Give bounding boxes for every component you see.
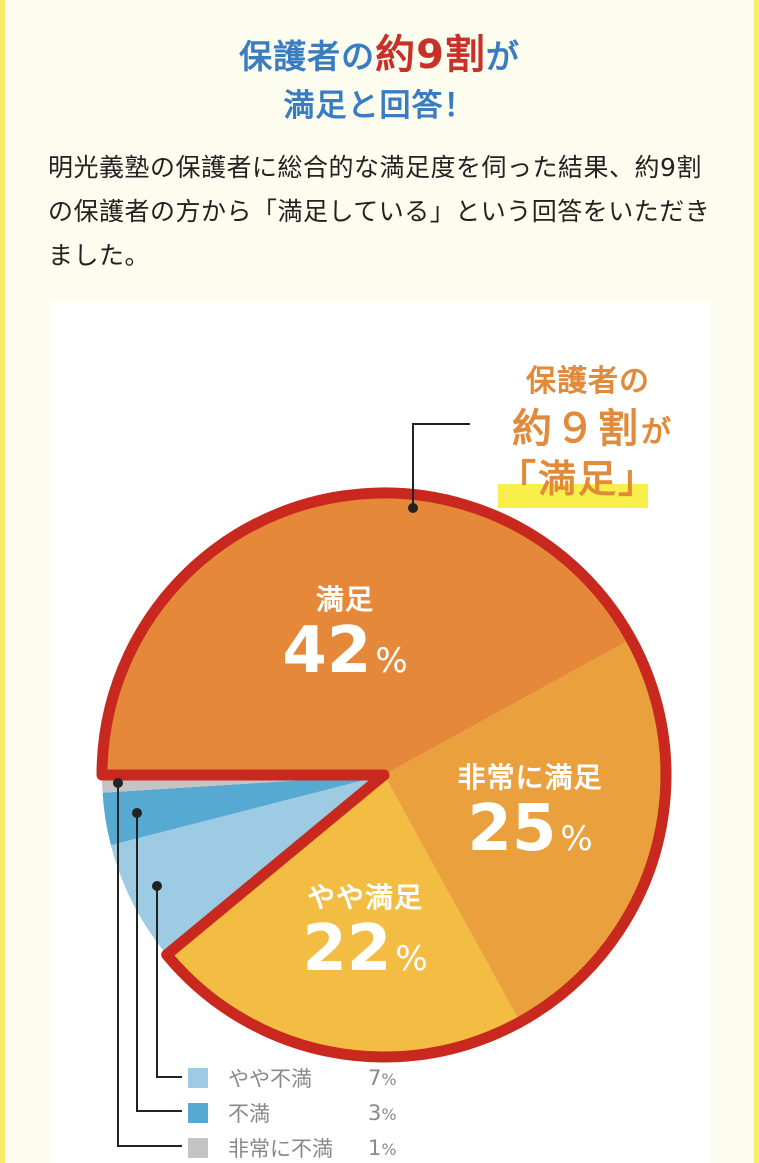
callout-line2: 約９割が [478,396,708,454]
callout-line2-suffix: が [641,415,674,450]
legend-swatch [188,1067,208,1088]
slice-name: やや満足 [306,881,423,914]
headline-prefix: 保護者の [239,37,376,76]
leader-dot [113,778,123,788]
chart-legend: やや不満 7% 不満 3% 非常に不満 1% [188,1060,397,1163]
pie-slice [110,775,384,955]
headline-line1: 保護者の約9割が [0,22,759,80]
legend-label: 不満 [228,1101,270,1126]
slice-name: 非常に満足 [457,761,603,794]
legend-item: 不満 3% [188,1095,397,1130]
legend-label: やや不満 [228,1066,312,1091]
legend-swatch [188,1102,208,1123]
slice-value: 42% [282,614,408,688]
legend-value: 7% [368,1065,397,1090]
headline-accent: 約9割 [375,32,486,78]
callout-line2-main: 約９割 [512,406,641,452]
slice-label-satisfied: 満足 42% [250,578,440,685]
slice-value: 22% [302,912,428,986]
slice-label-somewhat-satisfied: やや満足 22% [270,876,460,983]
slice-name: 満足 [315,583,374,616]
headline-line2: 満足と回答！ [283,88,476,124]
headline-suffix: が [485,37,520,76]
legend-label: 非常に不満 [228,1136,333,1161]
pie-slice [102,775,385,846]
pie-slice [102,493,632,775]
slice-label-very-satisfied: 非常に満足 25% [430,756,630,863]
legend-item: 非常に不満 1% [188,1130,397,1163]
leader-dot [132,808,142,818]
leader-dissatisfied [136,813,182,1112]
legend-value: 3% [368,1100,397,1125]
chart-callout: 保護者の 約９割が 「満足」 [488,356,688,516]
leader-dot [152,881,162,891]
legend-item: やや不満 7% [188,1060,397,1095]
callout-leader-line [412,423,470,508]
leader-dot [408,503,418,513]
leader-somewhat-dissatisfied [156,886,182,1078]
slice-value: 25% [467,792,593,866]
callout-line1: 保護者の [526,364,650,399]
leader-very-dissatisfied [117,783,182,1147]
satisfied-group-outline [96,487,672,1063]
lead-paragraph: 明光義塾の保護者に総合的な満足度を伺った結果、約9割の保護者の方から「満足してい… [48,153,711,270]
legend-swatch [188,1137,208,1158]
pie-slice [384,639,666,1023]
legend-value: 1% [368,1135,397,1160]
pie-slice [166,775,520,1057]
callout-highlight [498,484,648,508]
callout-line3: 「満足」 [497,457,658,501]
